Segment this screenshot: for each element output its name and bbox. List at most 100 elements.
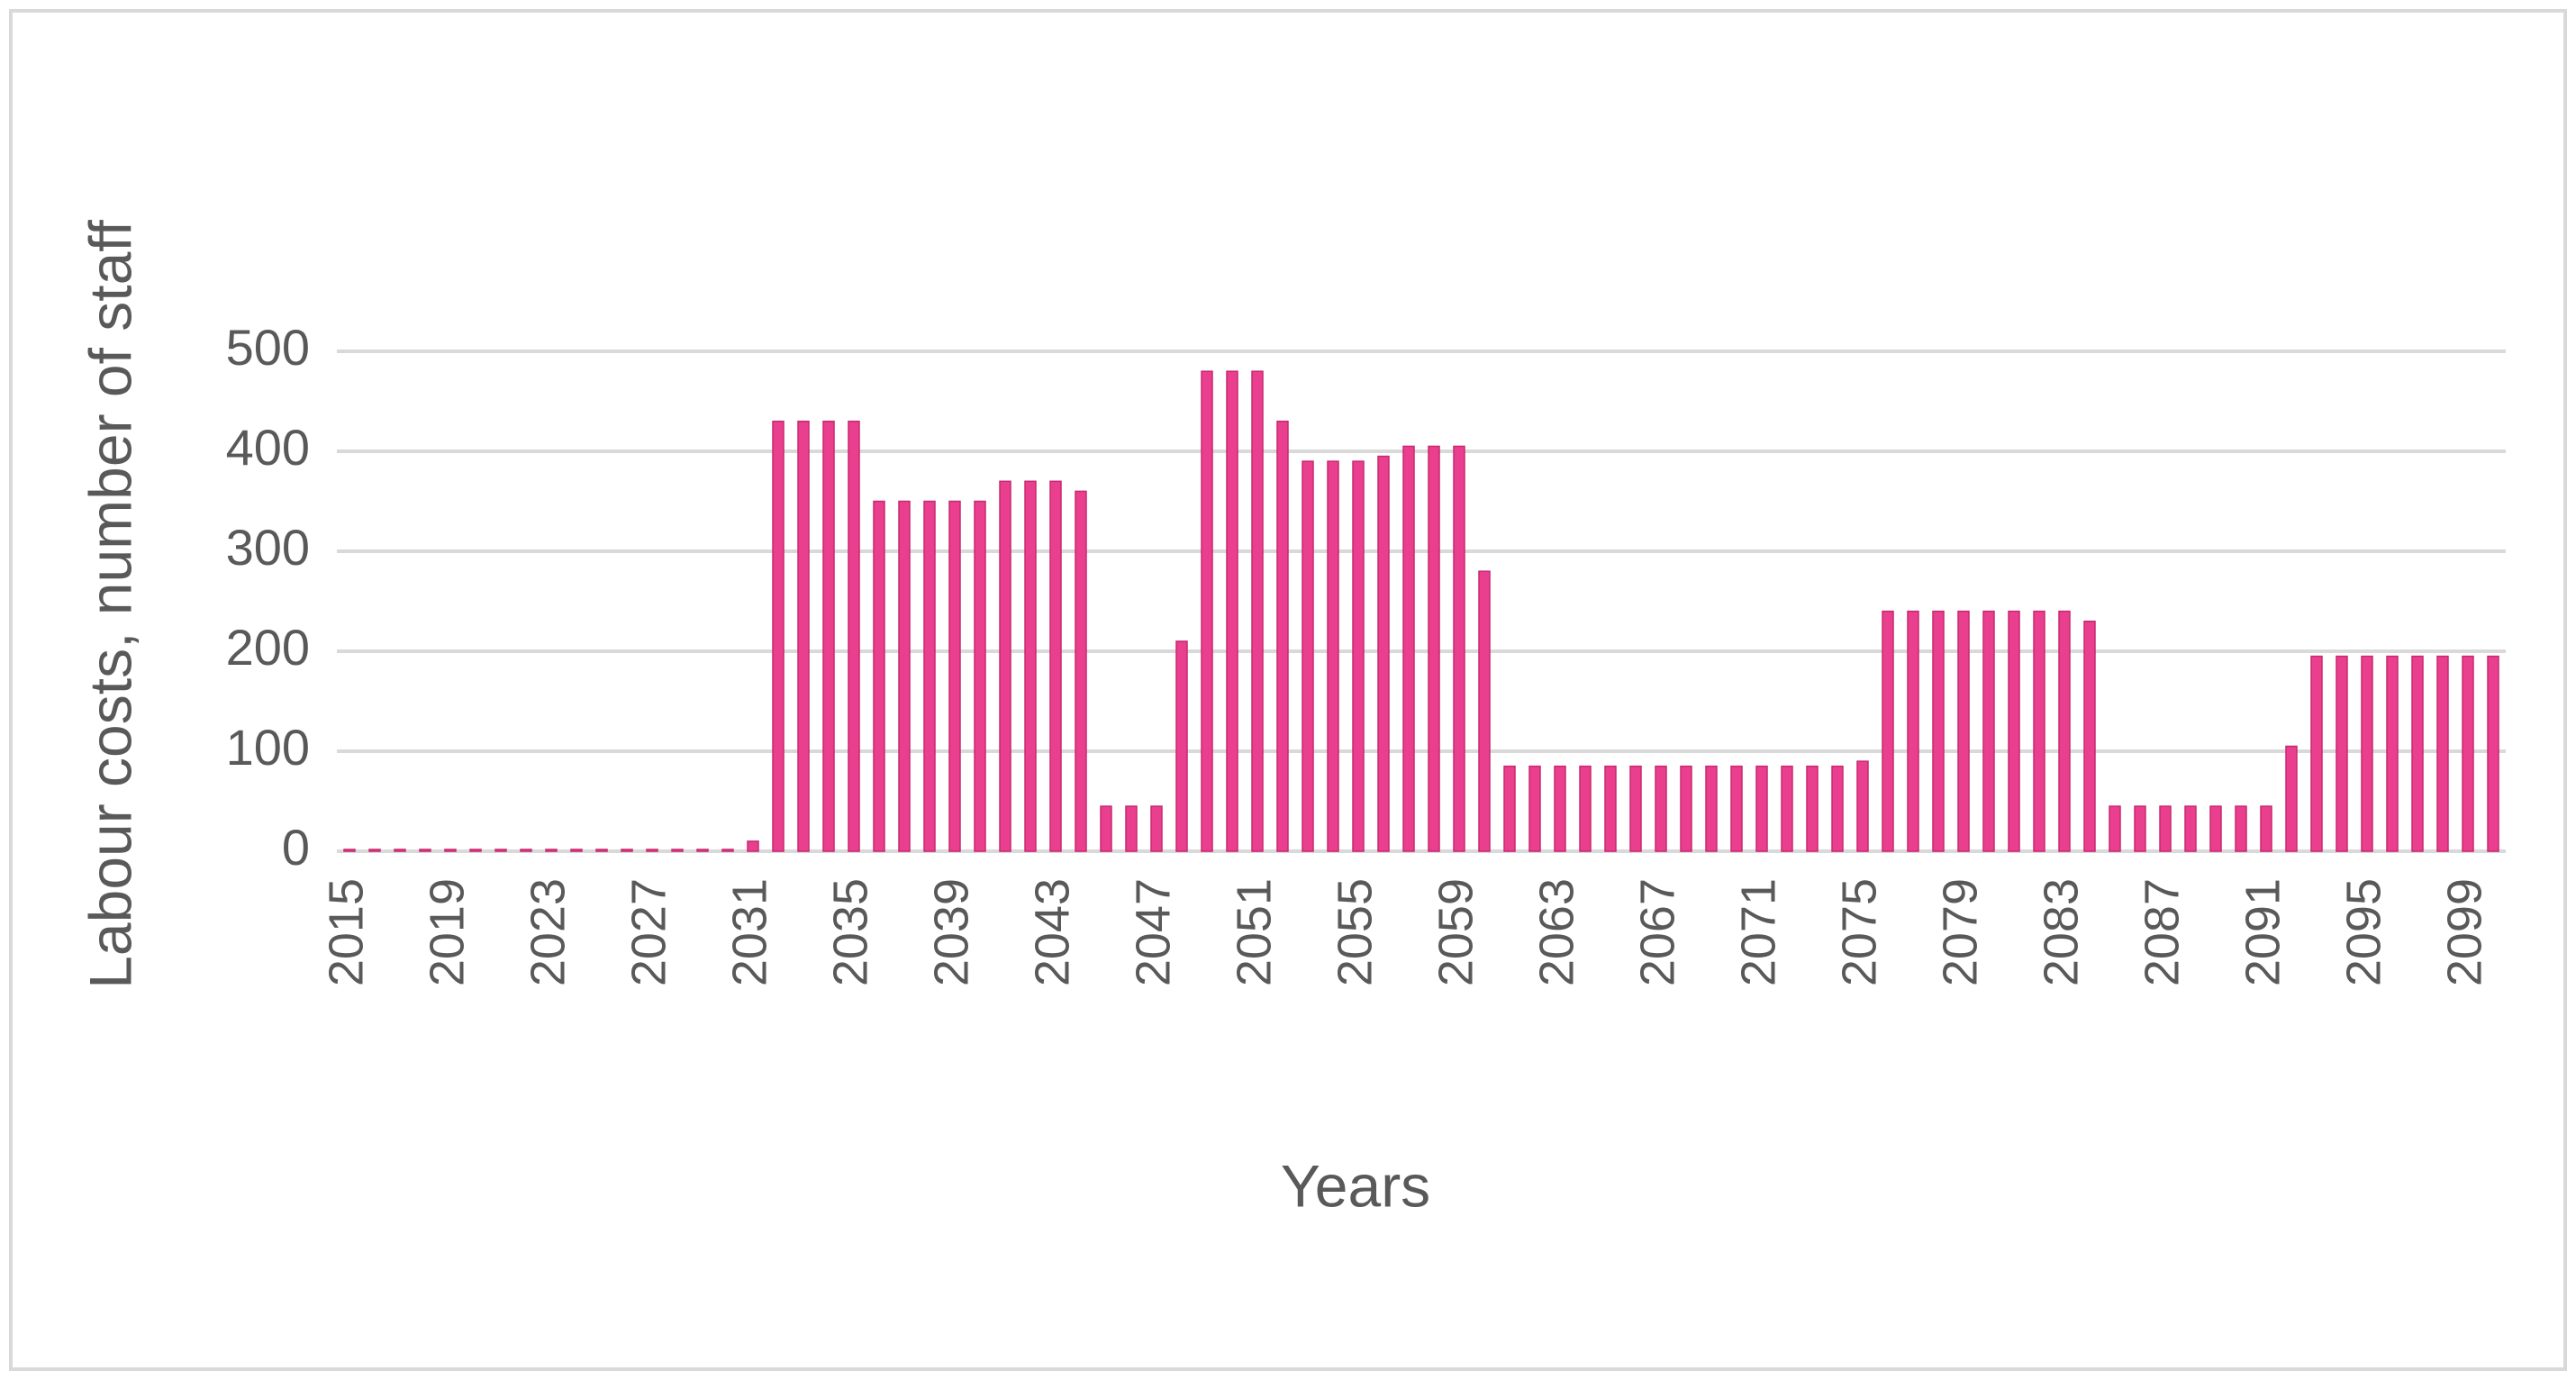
bar [1075,490,1087,852]
bar [545,849,558,852]
x-tick-label: 2087 [2135,878,2189,986]
bar [1907,610,1919,852]
x-tick-label: 2023 [521,878,575,986]
x-tick-label: 2059 [1429,878,1483,986]
bar [747,840,759,852]
x-tick-label: 2035 [823,878,877,986]
bar [1402,445,1415,852]
x-tick-label: 2099 [2437,878,2491,986]
bar [1024,480,1037,852]
bar [873,500,885,852]
x-tick-label: 2075 [1832,878,1886,986]
bar [494,849,507,852]
bar [2487,655,2499,852]
bar [1276,420,1289,852]
x-tick-label: 2095 [2336,878,2390,986]
bar [1655,765,1667,852]
bar [2285,745,2298,852]
bar [948,500,961,852]
x-tick-label: 2055 [1328,878,1382,986]
bar [848,420,860,852]
bar [1478,570,1491,852]
bar [2235,805,2247,852]
bar [1705,765,1718,852]
bar [2209,805,2222,852]
bar [1882,610,1894,852]
y-tick-label: 100 [226,719,310,776]
x-tick-label: 2031 [722,878,776,986]
bar [419,849,431,852]
bar [1175,640,1188,852]
bar [1528,765,1541,852]
bar [343,849,356,852]
bar [1100,805,1112,852]
bar [2058,610,2071,852]
bar [822,420,835,852]
bar [394,849,406,852]
bar [2159,805,2172,852]
bar [2109,805,2121,852]
y-axis-label: Labour costs, number of staff [77,220,143,989]
y-tick-label: 200 [226,619,310,676]
bar [1377,455,1390,852]
bar [621,849,633,852]
bar [1302,460,1314,852]
bar [368,849,381,852]
bar [1428,445,1440,852]
bar [1049,480,1062,852]
x-tick-label: 2043 [1025,878,1079,986]
bar [1554,765,1566,852]
x-tick-label: 2051 [1227,878,1281,986]
x-tick-label: 2047 [1126,878,1180,986]
bar [2436,655,2449,852]
bar [2184,805,2197,852]
bar [999,480,1011,852]
bar [1251,370,1264,852]
bar [2411,655,2424,852]
bar [1453,445,1465,852]
bar [1226,370,1238,852]
bar [2134,805,2146,852]
bar [520,849,532,852]
y-tick-label: 500 [226,319,310,376]
bar [2260,805,2272,852]
bar [923,500,936,852]
bar [1327,460,1339,852]
x-tick-label: 2083 [2034,878,2088,986]
bar [1579,765,1592,852]
x-tick-label: 2015 [319,878,373,986]
x-tick-label: 2019 [420,878,474,986]
bar [898,500,911,852]
bar [2310,655,2323,852]
y-tick-label: 0 [282,819,310,876]
x-tick-label: 2071 [1731,878,1785,986]
bar [570,849,583,852]
bar [1957,610,1970,852]
bar [469,849,482,852]
bar [1604,765,1617,852]
x-tick-label: 2091 [2236,878,2290,986]
bar [1806,765,1819,852]
bar [1201,370,1213,852]
bar [1629,765,1642,852]
bar [1856,760,1869,852]
x-tick-label: 2079 [1933,878,1987,986]
bar [2083,620,2096,852]
x-tick-label: 2063 [1529,878,1583,986]
bar [2008,610,2020,852]
bar [2033,610,2045,852]
bar [797,420,810,852]
y-tick-label: 300 [226,519,310,576]
bar [444,849,457,852]
y-tick-label: 400 [226,419,310,476]
bar [1680,765,1692,852]
bar [772,420,785,852]
bar [1982,610,1995,852]
bar [1352,460,1365,852]
bar [595,849,608,852]
bar [2361,655,2373,852]
x-axis-label: Years [1281,1152,1430,1219]
x-tick-label: 2027 [621,878,676,986]
bar [974,500,986,852]
